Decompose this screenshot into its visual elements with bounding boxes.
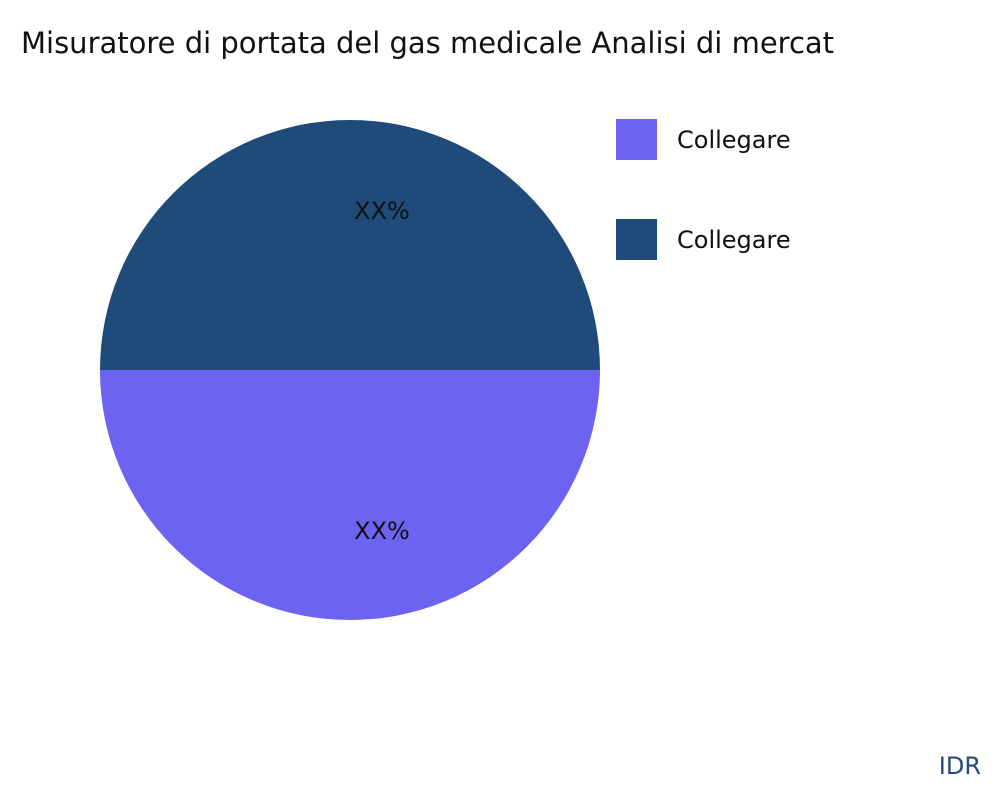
slice-data-label: XX% — [354, 517, 410, 545]
chart-title: Misuratore di portata del gas medicale A… — [21, 26, 835, 60]
legend-item: Collegare — [616, 119, 791, 160]
legend-item: Collegare — [616, 219, 791, 260]
legend-swatch — [616, 219, 657, 260]
legend-label: Collegare — [677, 125, 791, 154]
slice-data-label: XX% — [354, 197, 410, 225]
legend-swatch — [616, 119, 657, 160]
legend-label: Collegare — [677, 225, 791, 254]
watermark-logo: IDR — [938, 752, 981, 780]
pie-slice — [100, 120, 600, 370]
pie-slice — [100, 370, 600, 620]
